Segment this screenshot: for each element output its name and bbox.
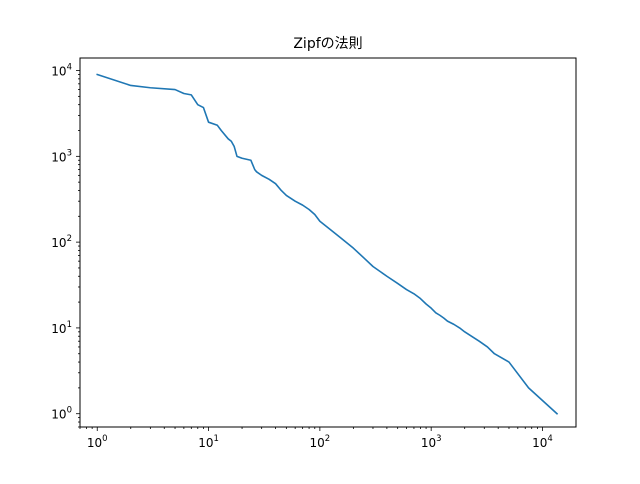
x-tick-label-base: 10 [310,436,325,450]
x-axis-ticks: 100 101 102 103 104 [79,427,553,450]
y-tick-label-exponent: 1 [67,320,72,330]
x-tick-label-exponent: 3 [436,434,441,444]
chart-title: Zipfの法則 [293,36,362,52]
x-tick-label: 101 [198,434,219,450]
y-tick-label-base: 10 [51,322,66,336]
y-tick-label: 102 [51,234,72,250]
x-tick-label-base: 10 [198,436,213,450]
x-tick-label-base: 10 [532,436,547,450]
y-tick-label: 103 [51,148,72,164]
x-tick-label-exponent: 2 [325,434,330,444]
x-tick-label: 102 [310,434,331,450]
y-tick-label-base: 10 [51,150,66,164]
x-tick-label: 103 [421,434,442,450]
y-tick-label-base: 10 [51,236,66,250]
plot-area-frame [79,57,577,428]
x-tick-label: 100 [87,434,108,450]
x-tick-label-exponent: 1 [213,434,218,444]
x-tick-label-base: 10 [87,436,102,450]
y-tick-label: 101 [51,320,72,336]
zipf-series-line [96,73,559,415]
series-layer [96,73,559,415]
y-tick-label-exponent: 3 [67,148,72,158]
y-tick-label: 104 [51,63,72,79]
y-tick-label: 100 [51,406,72,422]
y-tick-label-base: 10 [51,408,66,422]
x-tick-label-exponent: 4 [547,434,552,444]
y-tick-label-exponent: 2 [67,234,72,244]
x-tick-label: 104 [532,434,553,450]
y-tick-label-exponent: 0 [67,406,72,416]
x-tick-label-base: 10 [421,436,436,450]
y-tick-label-base: 10 [51,65,66,79]
x-tick-label-exponent: 0 [102,434,107,444]
y-tick-label-exponent: 4 [67,63,72,73]
